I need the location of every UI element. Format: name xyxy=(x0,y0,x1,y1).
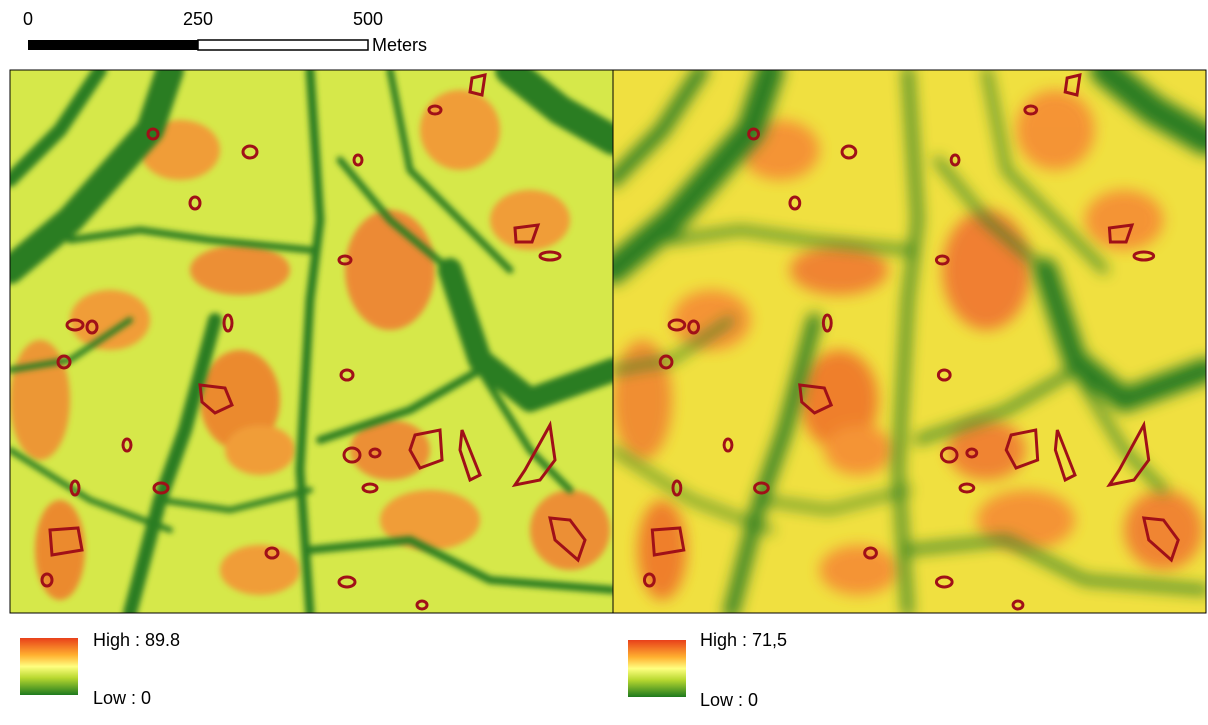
legend: High : 89.8 Low : 0 xyxy=(20,630,180,708)
legend-swatch xyxy=(628,640,686,697)
scale-label: 250 xyxy=(183,9,213,29)
map-left xyxy=(10,70,613,613)
figure: 0 250 500 Meters High : 89.8 Low : 0 Hig… xyxy=(0,0,1208,720)
legend-low: Low : 0 xyxy=(93,688,151,708)
page: 0 250 500 Meters High : 89.8 Low : 0 Hig… xyxy=(0,0,1208,720)
scale-unit: Meters xyxy=(372,35,427,55)
legend-high: High : 89.8 xyxy=(93,630,180,650)
scale-segment xyxy=(198,40,368,50)
legend-low: Low : 0 xyxy=(700,690,758,710)
scale-label: 0 xyxy=(23,9,33,29)
legend-swatch xyxy=(20,638,78,695)
map-right xyxy=(613,70,1206,613)
scale-segment xyxy=(28,40,198,50)
scale-bar: 0 250 500 Meters xyxy=(23,9,427,55)
legend: High : 71,5 Low : 0 xyxy=(628,630,787,710)
legend-high: High : 71,5 xyxy=(700,630,787,650)
scale-label: 500 xyxy=(353,9,383,29)
